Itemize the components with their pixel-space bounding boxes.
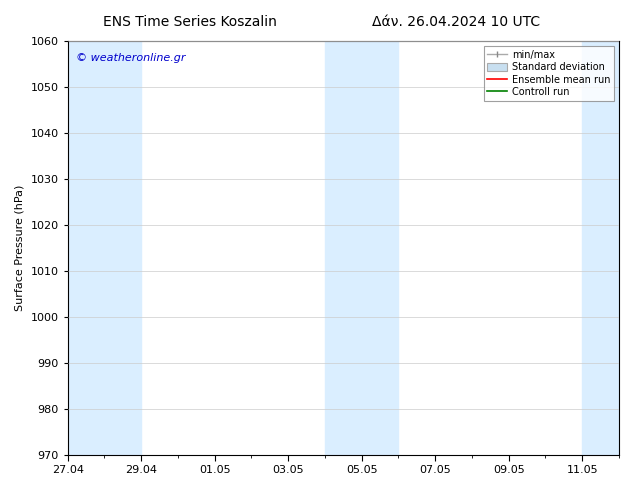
Text: © weatheronline.gr: © weatheronline.gr (76, 53, 186, 64)
Bar (582, 41, 619, 455)
Bar (68, 41, 105, 455)
Y-axis label: Surface Pressure (hPa): Surface Pressure (hPa) (15, 185, 25, 311)
Bar (362, 41, 399, 455)
Text: Δάν. 26.04.2024 10 UTC: Δάν. 26.04.2024 10 UTC (372, 15, 541, 29)
Text: ENS Time Series Koszalin: ENS Time Series Koszalin (103, 15, 277, 29)
Legend: min/max, Standard deviation, Ensemble mean run, Controll run: min/max, Standard deviation, Ensemble me… (484, 46, 614, 101)
Bar (105, 41, 141, 455)
Bar (325, 41, 362, 455)
